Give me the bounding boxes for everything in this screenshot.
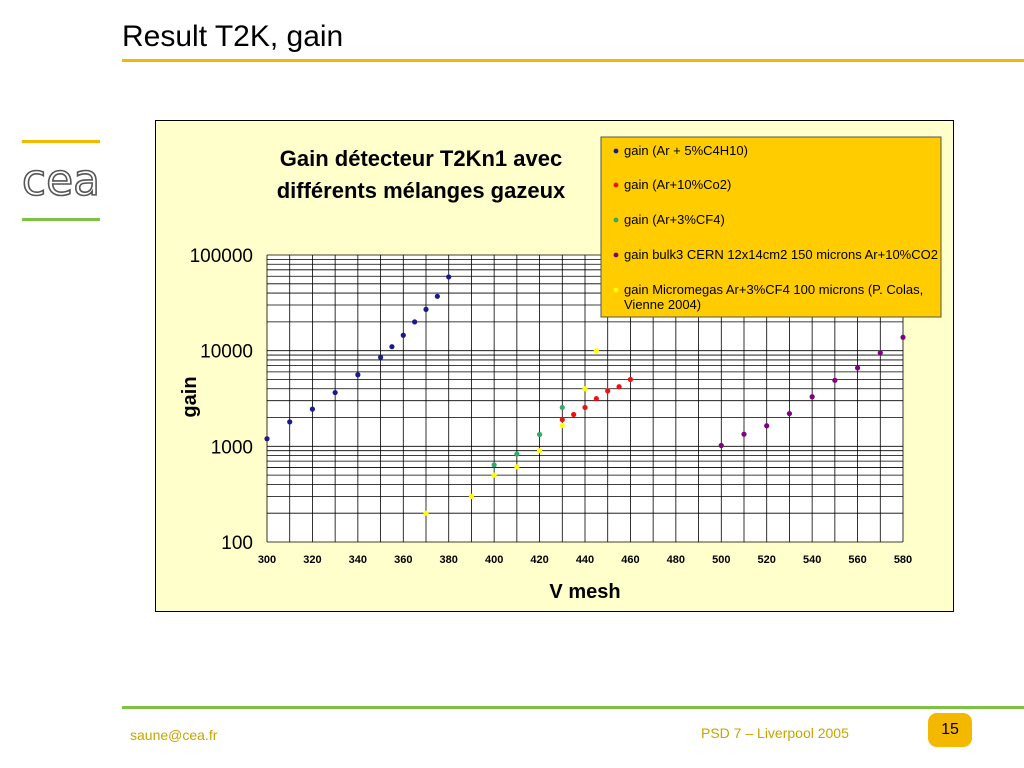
data-point	[559, 404, 565, 411]
data-point	[718, 442, 724, 449]
data-point	[400, 332, 406, 338]
cea-logo: cea	[18, 140, 104, 222]
x-tick-label: 520	[758, 554, 776, 566]
logo-text: cea	[22, 155, 100, 206]
cea-logo-icon: cea	[21, 140, 101, 221]
chart-title-line-1: Gain détecteur T2Kn1 avec	[280, 146, 562, 171]
data-point	[536, 431, 543, 438]
legend-entry-text: gain bulk3 CERN 12x14cm2 150 microns Ar+…	[624, 247, 938, 262]
footer-divider	[122, 706, 1024, 709]
grid-lines	[266, 254, 904, 543]
data-point	[332, 389, 338, 396]
legend-entry-text: Vienne 2004)	[624, 297, 701, 312]
y-tick-label: 1000	[211, 437, 253, 458]
data-point	[446, 274, 452, 280]
legend-marker	[613, 217, 619, 223]
data-point	[854, 365, 861, 371]
x-axis-ticks: 300 320 340 360 380 400 420 440 460 480 500 520 540 5…	[258, 554, 912, 566]
legend-entry-text: gain (Ar+10%Co2)	[624, 177, 731, 192]
footer-conference: PSD 7 – Liverpool 2005	[701, 725, 849, 741]
chart-frame: Gain détecteur T2Kn1 avec différents mél…	[155, 120, 954, 612]
data-point	[832, 377, 838, 383]
legend-entry-text: gain Micromegas Ar+3%CF4 100 microns (P.…	[624, 282, 923, 297]
data-point	[355, 372, 361, 378]
page-number-badge: 15	[928, 713, 972, 747]
x-tick-label: 580	[894, 554, 912, 566]
data-point	[434, 293, 440, 299]
slide-title: Result T2K, gain	[122, 20, 344, 53]
data-point	[491, 462, 497, 468]
data-point	[571, 411, 577, 418]
data-point	[264, 436, 270, 442]
footer-email: saune@cea.fr	[130, 727, 218, 743]
x-tick-label: 340	[349, 554, 367, 566]
data-point	[536, 448, 543, 454]
data-point	[786, 410, 793, 417]
x-tick-label: 560	[848, 554, 866, 566]
data-point	[877, 350, 883, 356]
data-point	[593, 348, 599, 354]
y-tick-label: 100	[221, 533, 253, 554]
x-axis-label: V mesh	[549, 581, 620, 603]
data-point	[764, 423, 770, 429]
data-point	[514, 464, 520, 470]
legend-entry-text: gain (Ar + 5%C4H10)	[624, 143, 748, 158]
x-tick-label: 320	[303, 554, 321, 566]
data-point	[377, 354, 384, 361]
data-point	[423, 510, 429, 516]
y-axis-ticks: 100000 10000 1000 100	[190, 246, 253, 554]
legend-marker	[613, 252, 619, 258]
data-point	[468, 493, 475, 499]
legend-marker	[613, 148, 619, 154]
chart-legend: gain (Ar + 5%C4H10) gain (Ar+10%Co2) gain …	[600, 136, 942, 318]
data-point	[616, 384, 622, 390]
data-point	[514, 451, 520, 457]
data-point	[559, 417, 565, 423]
x-tick-label: 500	[712, 554, 730, 566]
x-tick-label: 540	[803, 554, 821, 566]
x-tick-label: 400	[485, 554, 503, 566]
legend-entry-text: gain (Ar+3%CF4)	[624, 212, 725, 227]
y-axis-label: gain	[179, 376, 201, 417]
legend-marker	[613, 287, 619, 293]
data-point	[582, 386, 588, 392]
x-tick-label: 460	[621, 554, 639, 566]
chart-title-line-2: différents mélanges gazeux	[277, 178, 566, 203]
data-point	[627, 376, 634, 383]
x-tick-label: 420	[530, 554, 548, 566]
x-tick-label: 480	[667, 554, 685, 566]
y-tick-label: 100000	[190, 246, 253, 267]
data-point	[582, 404, 588, 411]
data-point	[423, 306, 429, 312]
x-tick-label: 360	[394, 554, 412, 566]
x-tick-label: 440	[576, 554, 594, 566]
data-point	[900, 334, 906, 340]
data-point	[389, 344, 395, 350]
data-point	[412, 319, 418, 325]
data-point	[309, 406, 316, 412]
data-point	[741, 431, 747, 437]
legend-box	[600, 136, 942, 318]
data-point	[593, 396, 599, 402]
x-tick-label: 380	[440, 554, 458, 566]
data-point	[491, 472, 497, 478]
y-tick-label: 10000	[200, 342, 253, 363]
legend-marker	[613, 182, 619, 188]
data-point	[287, 419, 293, 425]
x-tick-label: 300	[258, 554, 276, 566]
data-points	[264, 274, 906, 516]
gain-chart: Gain détecteur T2Kn1 avec différents mél…	[179, 136, 942, 603]
data-point	[809, 394, 815, 400]
title-divider	[122, 59, 1024, 62]
data-point	[559, 422, 565, 429]
data-point	[605, 388, 611, 394]
